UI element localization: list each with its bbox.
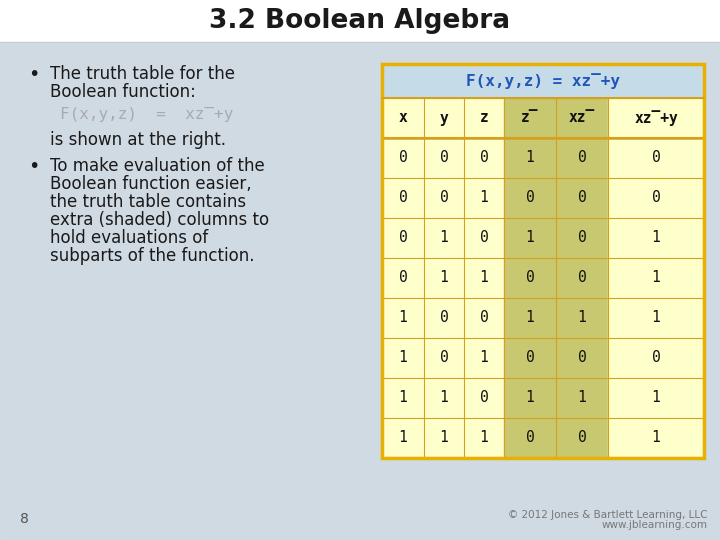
Text: 0: 0: [577, 350, 586, 366]
Text: 0: 0: [577, 191, 586, 206]
Text: 1: 1: [399, 310, 408, 326]
Text: hold evaluations of: hold evaluations of: [50, 229, 208, 247]
Text: 0: 0: [399, 231, 408, 246]
Text: 1: 1: [652, 430, 660, 445]
Bar: [382, 64, 704, 458]
Text: xz̅+y: xz̅+y: [634, 110, 678, 126]
Text: xz̅: xz̅: [569, 111, 595, 125]
Text: 0: 0: [480, 390, 488, 406]
Text: 1: 1: [399, 390, 408, 406]
Text: To make evaluation of the: To make evaluation of the: [50, 157, 265, 175]
Text: 0: 0: [577, 271, 586, 286]
Text: 0: 0: [526, 350, 534, 366]
Text: 1: 1: [480, 350, 488, 366]
Text: 1: 1: [440, 271, 449, 286]
Text: x: x: [399, 111, 408, 125]
Text: extra (shaded) columns to: extra (shaded) columns to: [50, 211, 269, 229]
Text: 0: 0: [399, 271, 408, 286]
Text: Boolean function easier,: Boolean function easier,: [50, 175, 251, 193]
Text: Boolean function:: Boolean function:: [50, 83, 196, 101]
Bar: [382, 98, 424, 458]
Text: 0: 0: [577, 430, 586, 445]
Text: subparts of the function.: subparts of the function.: [50, 247, 254, 265]
Bar: [382, 64, 704, 458]
Text: www.jblearning.com: www.jblearning.com: [602, 520, 708, 530]
Text: 1: 1: [577, 390, 586, 406]
Bar: [608, 98, 704, 458]
Text: 1: 1: [652, 310, 660, 326]
Text: •: •: [28, 65, 40, 84]
Text: 1: 1: [526, 231, 534, 246]
Text: 0: 0: [440, 191, 449, 206]
Text: 0: 0: [480, 231, 488, 246]
Text: 0: 0: [399, 151, 408, 165]
Text: 1: 1: [440, 430, 449, 445]
Bar: [556, 98, 608, 458]
Bar: [424, 98, 464, 458]
Text: F(x,y,z)  =  xz̅+y: F(x,y,z) = xz̅+y: [60, 107, 233, 122]
Text: 1: 1: [652, 231, 660, 246]
Text: 0: 0: [526, 191, 534, 206]
Text: 0: 0: [652, 350, 660, 366]
Text: •: •: [28, 157, 40, 176]
Text: F(x,y,z) = xz̅+y: F(x,y,z) = xz̅+y: [466, 73, 620, 89]
Text: 1: 1: [480, 271, 488, 286]
Text: the truth table contains: the truth table contains: [50, 193, 246, 211]
Text: 1: 1: [526, 151, 534, 165]
Text: 1: 1: [399, 350, 408, 366]
Text: 1: 1: [440, 231, 449, 246]
Text: 1: 1: [526, 310, 534, 326]
Bar: [464, 98, 504, 458]
Text: 1: 1: [440, 390, 449, 406]
Text: 1: 1: [652, 271, 660, 286]
Text: 0: 0: [440, 151, 449, 165]
Text: 8: 8: [20, 512, 29, 526]
Text: The truth table for the: The truth table for the: [50, 65, 235, 83]
Text: 1: 1: [526, 390, 534, 406]
Bar: [0, 0, 720, 42]
Bar: [504, 98, 556, 458]
Text: 1: 1: [399, 430, 408, 445]
Text: 0: 0: [577, 151, 586, 165]
Text: z: z: [480, 111, 488, 125]
Text: © 2012 Jones & Bartlett Learning, LLC: © 2012 Jones & Bartlett Learning, LLC: [508, 510, 708, 520]
Text: 0: 0: [577, 231, 586, 246]
Text: 0: 0: [440, 310, 449, 326]
Text: is shown at the right.: is shown at the right.: [50, 131, 226, 149]
Text: 1: 1: [480, 430, 488, 445]
Text: 0: 0: [440, 350, 449, 366]
Text: 3.2 Boolean Algebra: 3.2 Boolean Algebra: [210, 8, 510, 34]
Text: 0: 0: [652, 151, 660, 165]
Text: 0: 0: [399, 191, 408, 206]
Text: 1: 1: [577, 310, 586, 326]
Text: 0: 0: [526, 271, 534, 286]
Text: z̅: z̅: [521, 111, 539, 125]
Text: 0: 0: [480, 310, 488, 326]
Text: y: y: [440, 111, 449, 125]
Text: 0: 0: [652, 191, 660, 206]
Text: 0: 0: [526, 430, 534, 445]
Text: 1: 1: [652, 390, 660, 406]
Bar: [382, 98, 704, 458]
Text: 0: 0: [480, 151, 488, 165]
Text: 1: 1: [480, 191, 488, 206]
